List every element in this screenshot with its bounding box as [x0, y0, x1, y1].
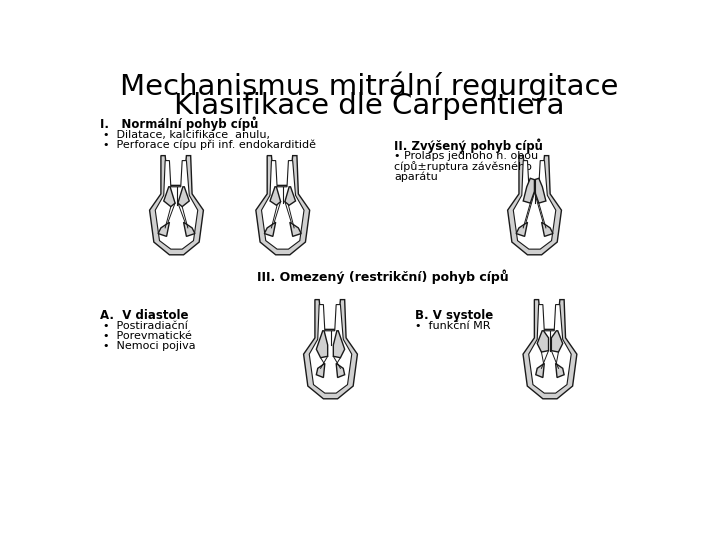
Polygon shape	[534, 178, 546, 203]
Polygon shape	[178, 187, 189, 207]
Polygon shape	[523, 178, 534, 203]
Text: •  funkční MR: • funkční MR	[415, 321, 491, 331]
Text: • Prolaps jednoho n. obou: • Prolaps jednoho n. obou	[395, 151, 539, 161]
Polygon shape	[528, 305, 571, 393]
Polygon shape	[261, 160, 304, 249]
Polygon shape	[150, 156, 204, 255]
Text: •  Nemoci pojiva: • Nemoci pojiva	[102, 341, 195, 351]
Polygon shape	[310, 305, 352, 393]
Text: Klasifikace dle Carpentiera: Klasifikace dle Carpentiera	[174, 92, 564, 120]
Polygon shape	[290, 222, 301, 237]
Text: •  Dilatace, kalcifikace  anulu,: • Dilatace, kalcifikace anulu,	[102, 130, 269, 140]
Text: B. V systole: B. V systole	[415, 308, 493, 321]
Polygon shape	[537, 331, 549, 352]
Text: •  Postiradiační: • Postiradiační	[102, 321, 187, 331]
Text: •  Perforace cípu při inf. endokarditidě: • Perforace cípu při inf. endokarditidě	[102, 140, 315, 150]
Polygon shape	[316, 363, 325, 377]
Text: II. Zvýšený pohyb cípů: II. Zvýšený pohyb cípů	[395, 138, 544, 153]
Polygon shape	[316, 331, 328, 357]
Polygon shape	[523, 300, 577, 399]
Text: III. Omezený (restrikční) pohyb cípů: III. Omezený (restrikční) pohyb cípů	[257, 269, 509, 284]
Polygon shape	[304, 300, 357, 399]
Polygon shape	[541, 222, 553, 237]
Text: aparátu: aparátu	[395, 171, 438, 181]
Polygon shape	[163, 187, 175, 207]
Polygon shape	[556, 363, 564, 377]
Text: cípů±ruptura závěsného: cípů±ruptura závěsného	[395, 161, 532, 172]
Polygon shape	[285, 187, 295, 205]
Polygon shape	[184, 222, 195, 237]
Text: •  Porevmatické: • Porevmatické	[102, 331, 192, 341]
Polygon shape	[552, 331, 563, 352]
Polygon shape	[508, 156, 562, 255]
Text: A.  V diastole: A. V diastole	[99, 308, 188, 321]
Polygon shape	[516, 222, 528, 237]
Polygon shape	[513, 160, 556, 249]
Polygon shape	[536, 363, 544, 377]
Polygon shape	[336, 363, 345, 377]
Polygon shape	[270, 187, 281, 205]
Text: Mechanismus mitrální regurgitace: Mechanismus mitrální regurgitace	[120, 72, 618, 101]
Polygon shape	[264, 222, 276, 237]
Polygon shape	[158, 222, 169, 237]
Polygon shape	[256, 156, 310, 255]
Polygon shape	[156, 160, 198, 249]
Polygon shape	[333, 331, 345, 357]
Text: I.   Normální pohyb cípů: I. Normální pohyb cípů	[99, 117, 258, 131]
